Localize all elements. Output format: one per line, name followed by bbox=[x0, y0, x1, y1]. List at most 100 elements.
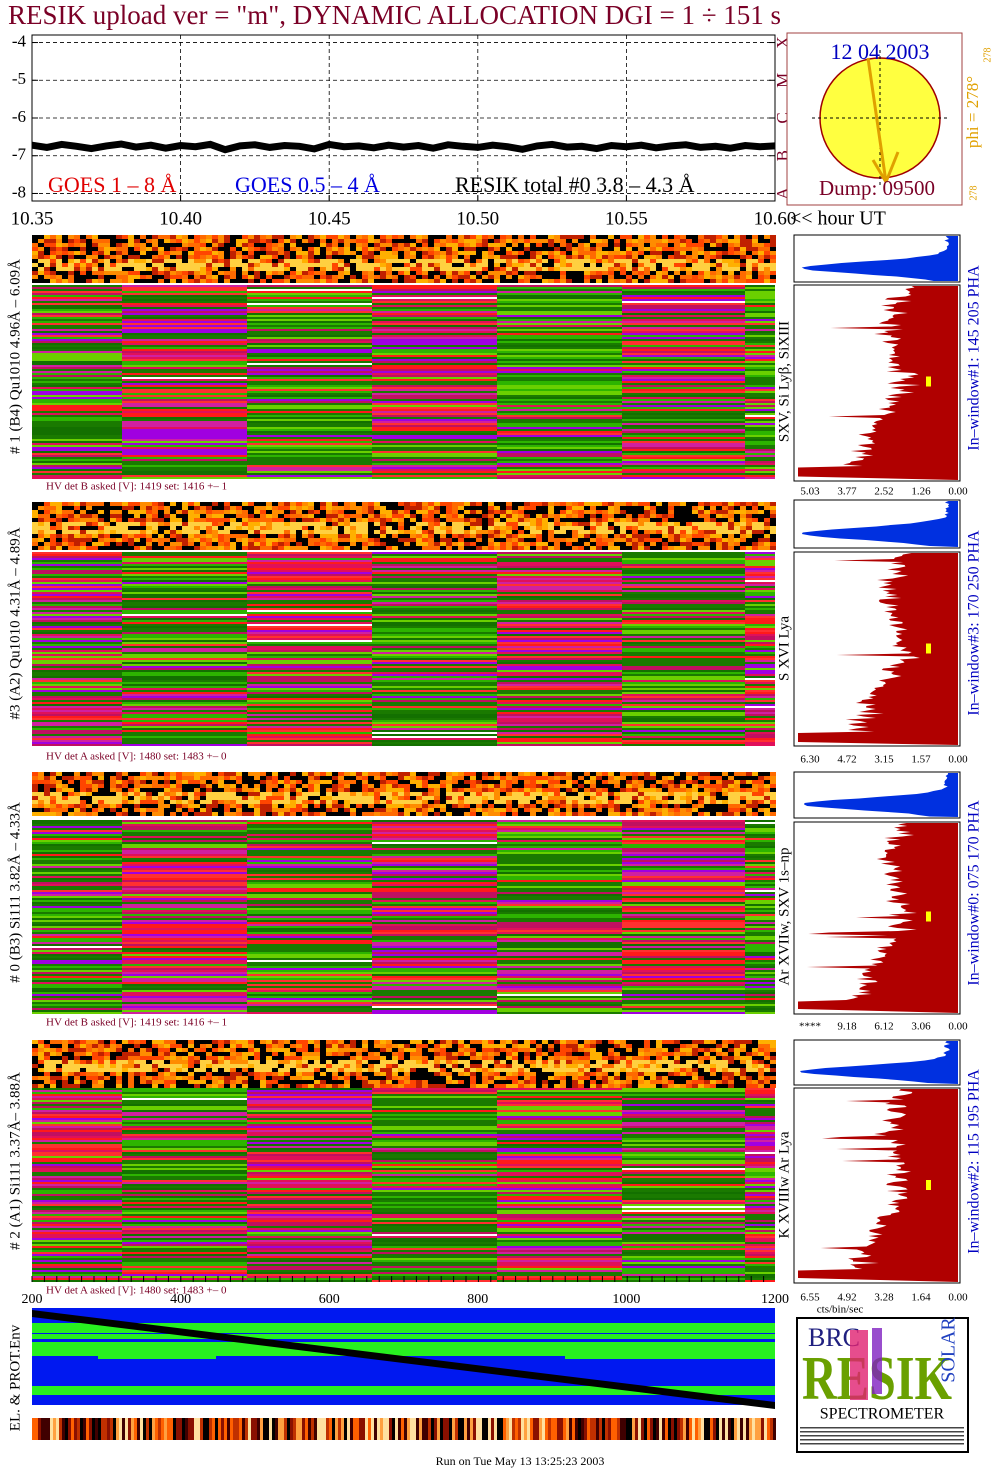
band-cell bbox=[152, 275, 158, 279]
series-line bbox=[31, 140, 776, 154]
stripe bbox=[122, 461, 247, 463]
band-cell bbox=[446, 255, 452, 259]
band-cell bbox=[122, 518, 128, 522]
band-cell bbox=[512, 502, 518, 506]
stripe bbox=[247, 307, 372, 309]
band-cell bbox=[344, 530, 350, 534]
band-cell bbox=[212, 510, 218, 514]
band-cell bbox=[710, 263, 716, 267]
band-cell bbox=[38, 251, 44, 255]
band-cell bbox=[362, 546, 368, 550]
band-cell bbox=[380, 546, 386, 550]
stripe bbox=[122, 588, 247, 590]
stripe bbox=[622, 608, 745, 610]
band-cell bbox=[296, 267, 302, 271]
band-cell bbox=[722, 510, 728, 514]
band-cell bbox=[104, 776, 110, 780]
band-cell bbox=[194, 235, 200, 239]
band-cell bbox=[656, 235, 662, 239]
band-cell bbox=[98, 251, 104, 255]
band-cell bbox=[650, 546, 656, 550]
stripe bbox=[745, 554, 775, 556]
stripe bbox=[745, 598, 775, 600]
band-cell bbox=[194, 247, 200, 251]
band-cell bbox=[620, 522, 626, 526]
band-cell bbox=[158, 530, 164, 534]
stripe bbox=[622, 624, 745, 626]
band-cell bbox=[518, 546, 524, 550]
band-cell bbox=[488, 514, 494, 518]
stripe bbox=[122, 632, 247, 634]
band-cell bbox=[662, 784, 668, 788]
stripe bbox=[745, 628, 775, 630]
band-cell bbox=[230, 772, 236, 776]
band-cell bbox=[326, 239, 332, 243]
stripe bbox=[622, 459, 745, 461]
stripe bbox=[372, 469, 497, 471]
band-cell bbox=[494, 518, 500, 522]
band-cell bbox=[584, 235, 590, 239]
stripe bbox=[122, 580, 247, 582]
stripe bbox=[122, 359, 247, 361]
band-cell bbox=[284, 510, 290, 514]
band-cell bbox=[680, 255, 686, 259]
band-cell bbox=[380, 542, 386, 546]
band-cell bbox=[470, 502, 476, 506]
band-cell bbox=[176, 243, 182, 247]
band-cell bbox=[314, 518, 320, 522]
band-cell bbox=[206, 510, 212, 514]
stripe bbox=[247, 598, 372, 600]
stripe bbox=[497, 423, 622, 425]
stripe bbox=[622, 399, 745, 401]
band-cell bbox=[452, 267, 458, 271]
stripe bbox=[622, 666, 745, 668]
band-cell bbox=[182, 546, 188, 550]
stripe bbox=[122, 622, 247, 624]
stripe bbox=[745, 343, 775, 345]
band-cell bbox=[584, 546, 590, 550]
band-cell bbox=[764, 526, 770, 530]
band-cell bbox=[374, 542, 380, 546]
stripe bbox=[745, 333, 775, 335]
band-cell bbox=[122, 239, 128, 243]
band-cell bbox=[500, 772, 506, 776]
stripe bbox=[32, 576, 122, 578]
stripe bbox=[622, 453, 745, 455]
band-cell bbox=[596, 776, 602, 780]
stripe bbox=[745, 692, 775, 694]
band-cell bbox=[350, 275, 356, 279]
band-cell bbox=[308, 542, 314, 546]
stripe bbox=[497, 335, 622, 337]
band-cell bbox=[512, 267, 518, 271]
stripe bbox=[372, 317, 497, 319]
band-cell bbox=[608, 279, 614, 283]
band-cell bbox=[626, 263, 632, 267]
band-cell bbox=[536, 538, 542, 542]
band-cell bbox=[662, 522, 668, 526]
band-cell bbox=[746, 518, 752, 522]
stripe bbox=[622, 449, 745, 451]
band-cell bbox=[596, 235, 602, 239]
band-cell bbox=[182, 784, 188, 788]
stripe bbox=[745, 592, 775, 594]
stripe bbox=[32, 353, 122, 355]
band-cell bbox=[68, 247, 74, 251]
stripe bbox=[32, 662, 122, 664]
band-cell bbox=[620, 502, 626, 506]
band-cell bbox=[200, 247, 206, 251]
band-cell bbox=[428, 780, 434, 784]
stripe bbox=[32, 610, 122, 612]
band-cell bbox=[32, 526, 38, 530]
stripe bbox=[32, 449, 122, 451]
stripe bbox=[247, 295, 372, 297]
band-cell bbox=[764, 538, 770, 542]
band-cell bbox=[116, 506, 122, 510]
band-cell bbox=[734, 530, 740, 534]
band-cell bbox=[566, 247, 572, 251]
stripe bbox=[372, 716, 497, 718]
band-cell bbox=[50, 530, 56, 534]
band-cell bbox=[44, 506, 50, 510]
band-cell bbox=[686, 510, 692, 514]
stripe bbox=[32, 419, 122, 421]
band-cell bbox=[308, 275, 314, 279]
